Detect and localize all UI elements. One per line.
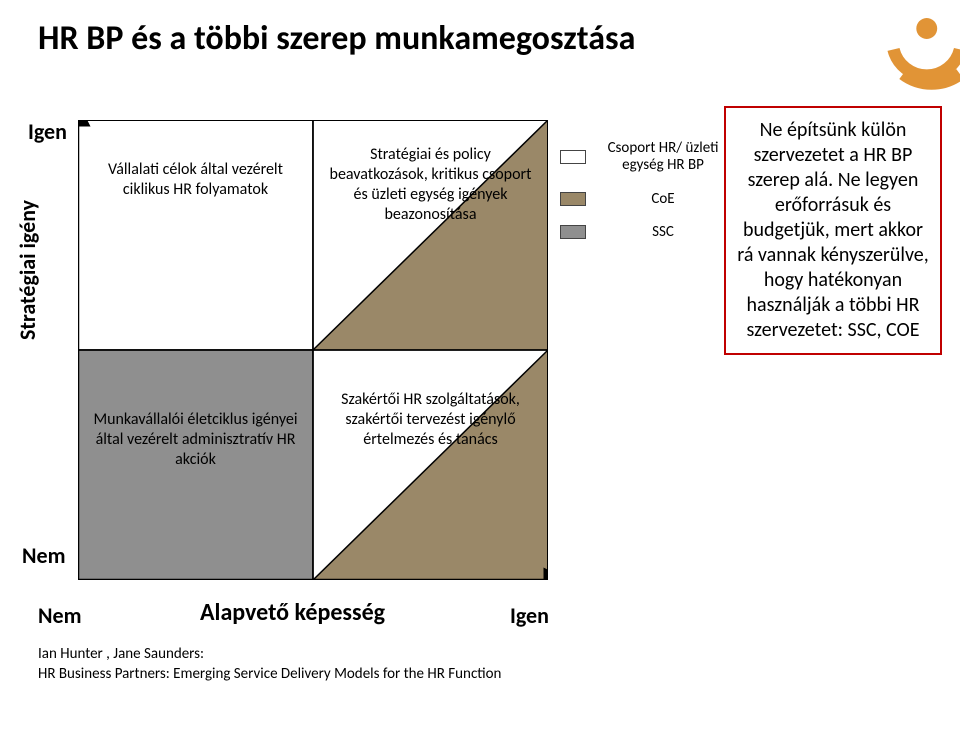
legend: Csoport HR/ üzleti egység HR BP CoE SSC: [560, 140, 730, 257]
x-axis-label: Alapvető képesség: [200, 598, 385, 627]
legend-swatch: [560, 192, 586, 206]
y-axis-label: Stratégiai igény: [14, 200, 41, 340]
legend-swatch: [560, 225, 586, 239]
legend-label: SSC: [596, 224, 730, 241]
logo-icon: [865, 0, 960, 95]
citation-line1: Ian Hunter , Jane Saunders:: [38, 645, 204, 663]
y-axis-low: Nem: [22, 542, 65, 569]
legend-label: CoE: [596, 191, 730, 208]
callout-box: Ne építsünk külön szervezetet a HR BP sz…: [724, 106, 942, 355]
citation-line2: HR Business Partners: Emerging Service D…: [38, 665, 501, 683]
page-title: HR BP és a többi szerep munkamegosztása: [38, 18, 635, 59]
y-axis-high: Igen: [28, 118, 67, 145]
quadrant-bottom-left: Munkavállalói életciklus igényei által v…: [88, 410, 303, 470]
legend-item: CoE: [560, 191, 730, 208]
x-axis-low: Nem: [38, 602, 81, 629]
quadrant-top-left: Vállalati célok által vezérelt ciklikus …: [88, 160, 303, 200]
quadrant-bottom-right: Szakértői HR szolgáltatások, szakértői t…: [323, 390, 538, 450]
legend-label: Csoport HR/ üzleti egység HR BP: [596, 140, 730, 175]
x-axis-high: Igen: [510, 602, 549, 629]
legend-swatch: [560, 150, 586, 164]
matrix-diagram: Vállalati célok által vezérelt ciklikus …: [78, 120, 548, 580]
legend-item: Csoport HR/ üzleti egység HR BP: [560, 140, 730, 175]
legend-item: SSC: [560, 224, 730, 241]
quadrant-top-right: Stratégiai és policy beavatkozások, krit…: [323, 145, 538, 225]
